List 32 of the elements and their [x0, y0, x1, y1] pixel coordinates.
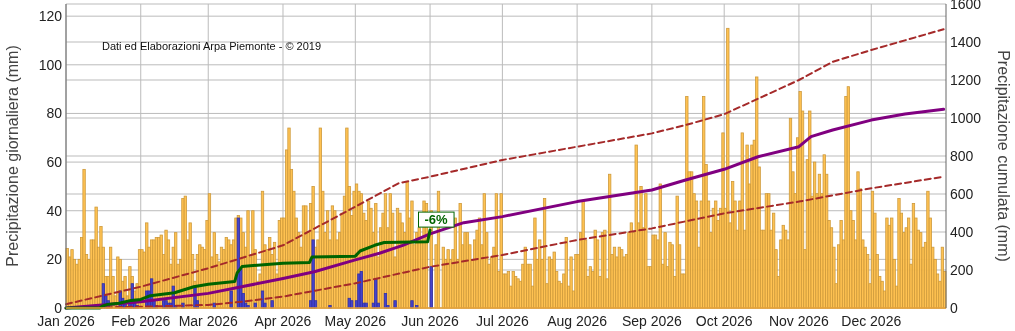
y-tick-label: 0: [54, 300, 63, 316]
x-tick-label: Sep 2026: [621, 313, 683, 329]
x-tick-label: Feb 2026: [111, 313, 171, 329]
y2-tick-label: 200: [950, 262, 974, 278]
x-tick-label: May 2026: [324, 313, 387, 329]
x-tick-label: Aug 2026: [547, 313, 608, 329]
annotation: Dati ed Elaborazioni Arpa Piemonte - © 2019: [102, 40, 322, 52]
x-tick-label: Jul 2026: [475, 313, 530, 329]
y2-tick-label: 600: [950, 186, 974, 202]
x-tick-label: Apr 2026: [254, 313, 312, 329]
x-tick-label: Jan 2026: [37, 313, 96, 329]
y2-tick-label: 1400: [950, 34, 982, 50]
y2-tick-label: 0: [950, 300, 958, 316]
y-tick-label: 20: [46, 251, 63, 268]
y-tick-label: 40: [46, 202, 63, 219]
y-axis-title: Precipitazione giornaliera (mm): [4, 45, 21, 267]
x-tick-label: Oct 2026: [695, 313, 753, 329]
y2-tick-label: 1000: [950, 110, 982, 126]
y2-axis-title: Precipitazione cumulata (mm): [995, 50, 1012, 262]
x-tick-label: Jun 2026: [401, 313, 460, 329]
y-tick-label: 80: [46, 105, 63, 122]
y2-tick-label: 800: [950, 148, 974, 164]
y-tick-label: 100: [38, 56, 63, 73]
y-tick-label: 120: [38, 8, 63, 25]
y2-tick-label: 1600: [950, 0, 982, 12]
y2-tick-label: 1200: [950, 72, 982, 88]
y2-tick-label: 400: [950, 224, 974, 240]
y-tick-label: 60: [46, 154, 63, 171]
annotation: -6%: [424, 212, 449, 228]
x-tick-label: Nov 2026: [768, 313, 830, 329]
x-tick-label: Mar 2026: [178, 313, 239, 329]
x-tick-label: Dec 2026: [841, 313, 902, 329]
